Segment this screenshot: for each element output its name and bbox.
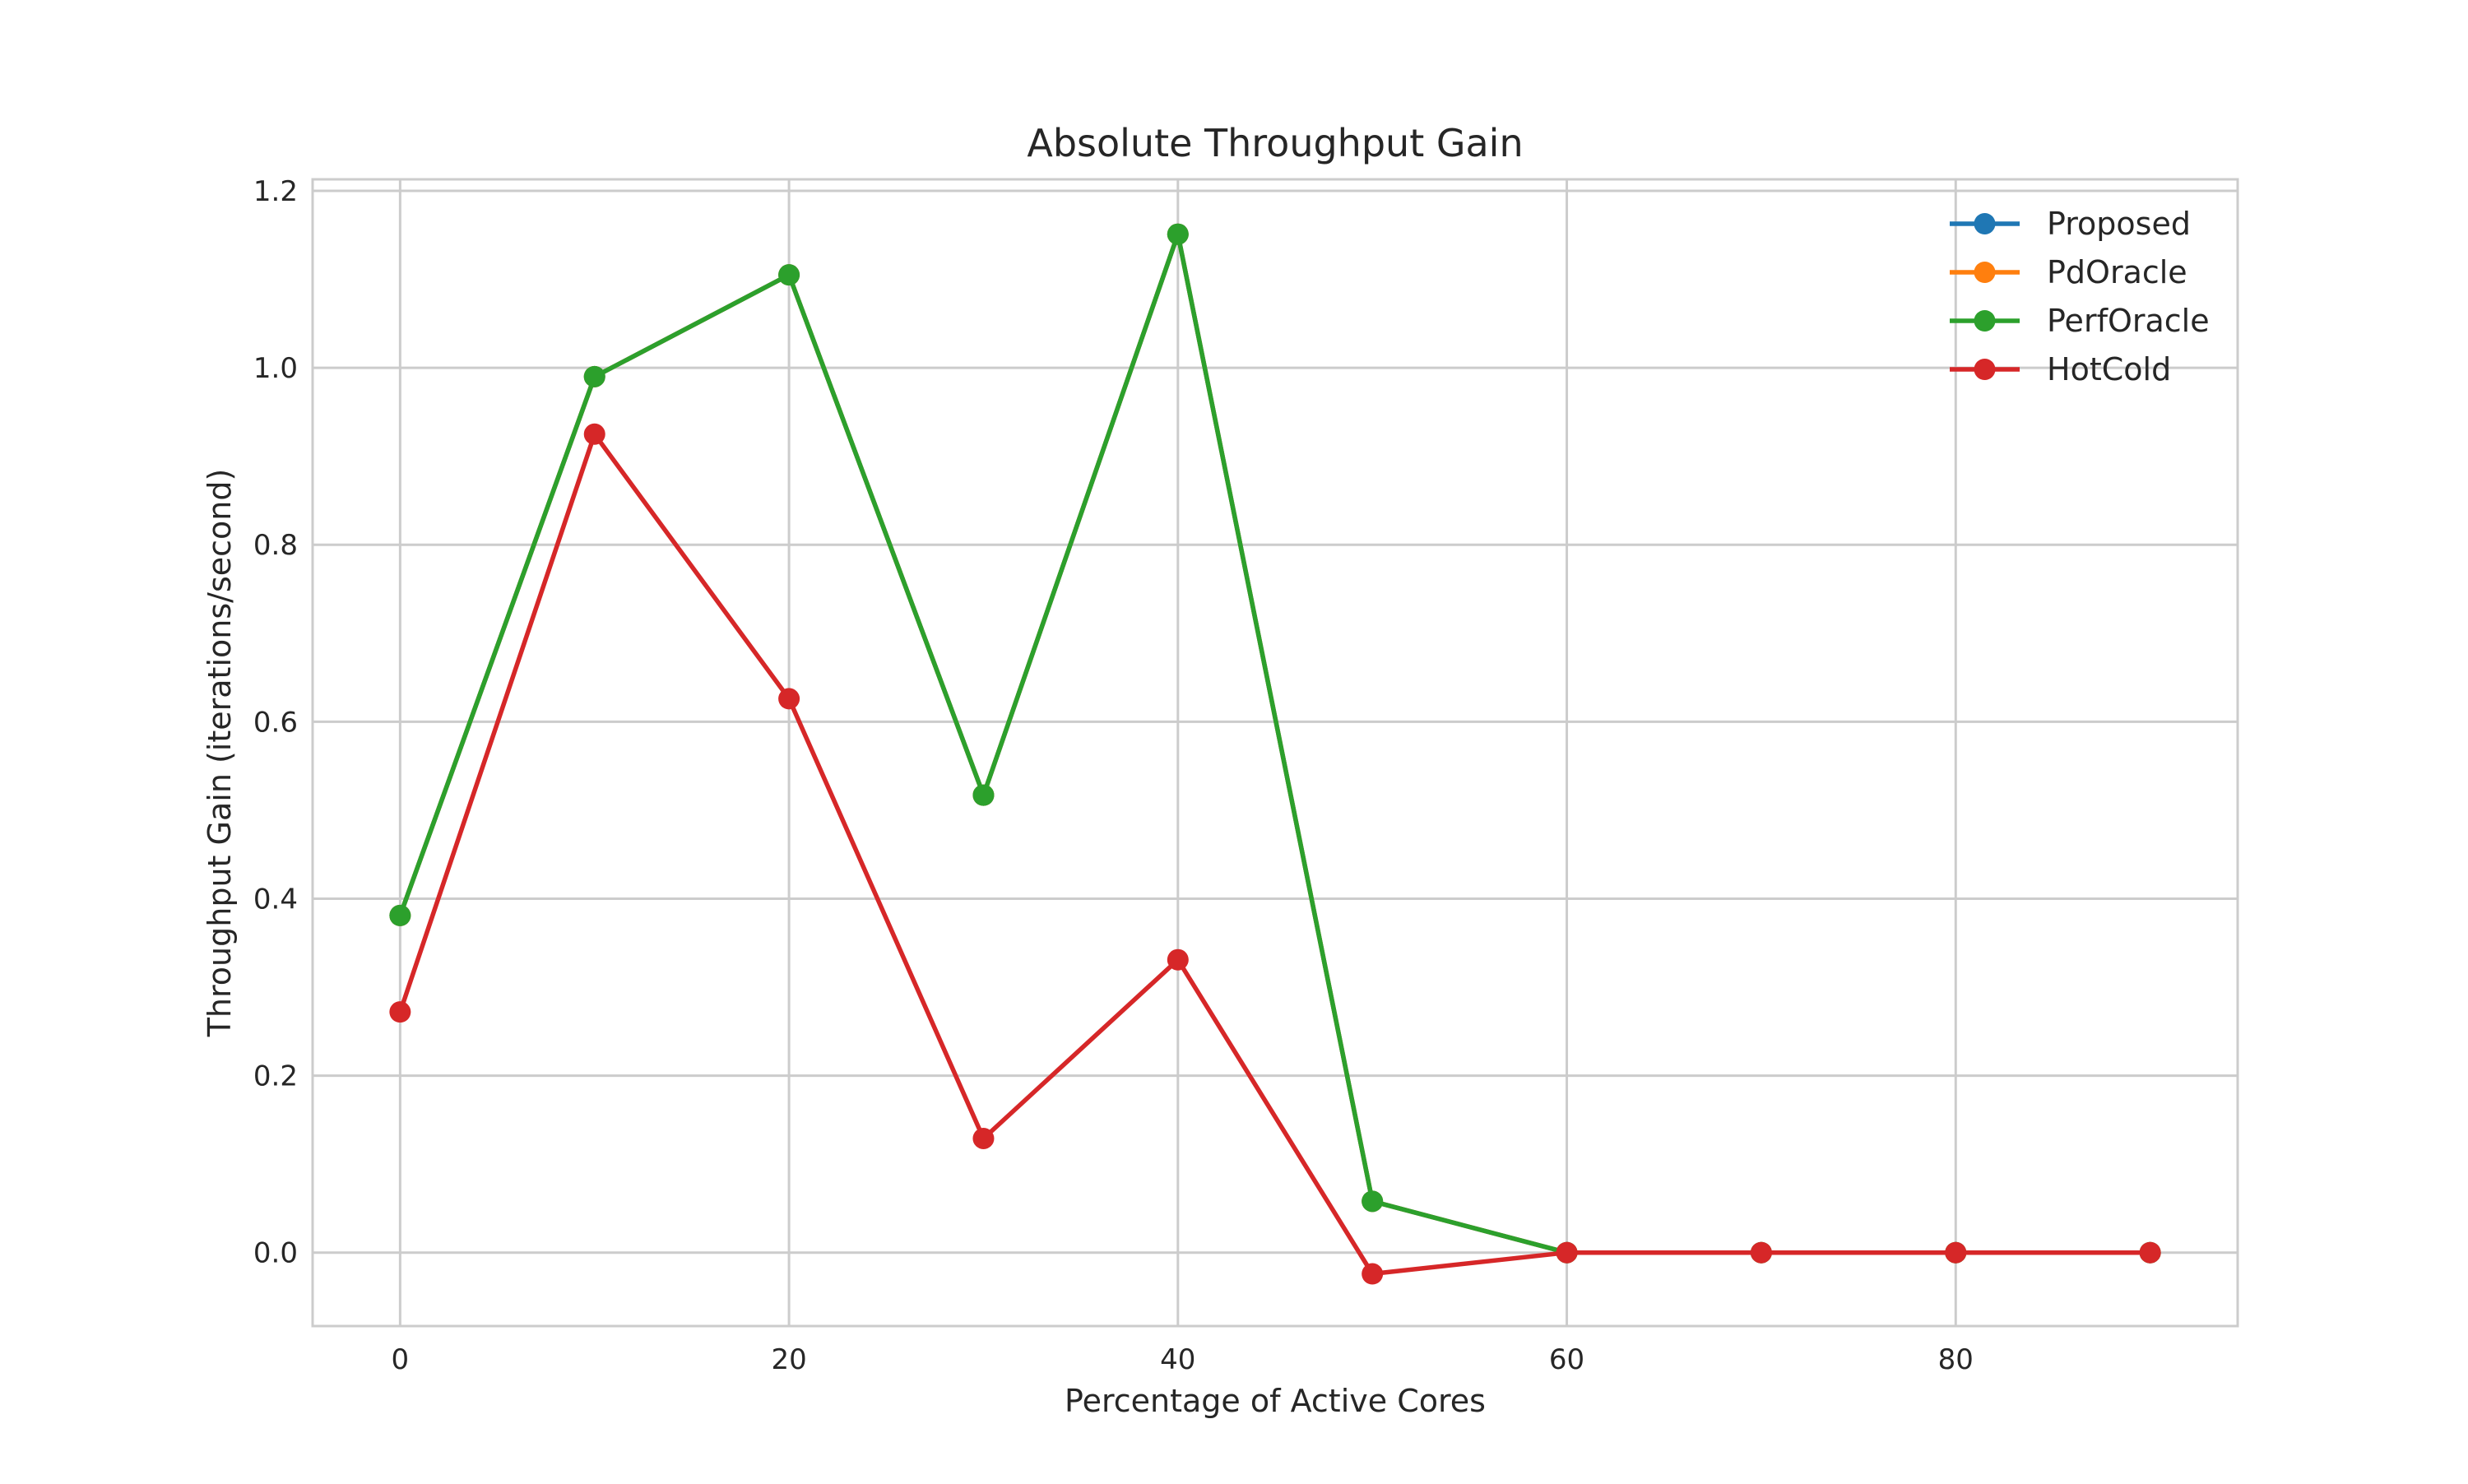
y-tick-label: 1.0 (253, 352, 298, 385)
data-point (972, 1127, 995, 1149)
data-point (2139, 1241, 2161, 1264)
y-axis-ticks: 0.0 0.2 0.4 0.6 0.8 1.0 1.2 (253, 175, 298, 1270)
x-tick-label: 60 (1549, 1343, 1584, 1376)
data-point (1167, 223, 1189, 245)
data-point (583, 423, 605, 445)
data-point (1945, 1241, 1967, 1264)
x-tick-label: 20 (771, 1343, 806, 1376)
legend-label: HotCold (2047, 351, 2171, 387)
y-axis-label: Throughput Gain (iterations/second) (202, 469, 238, 1038)
legend: Proposed PdOracle PerfOracle HotCold (1950, 206, 2210, 387)
series-line (397, 432, 2150, 1277)
grid (313, 179, 2238, 1326)
legend-item-hotcold: HotCold (1950, 351, 2171, 387)
y-tick-label: 0.4 (253, 883, 298, 916)
data-point (972, 784, 995, 806)
x-axis-label: Percentage of Active Cores (1065, 1383, 1486, 1419)
y-tick-label: 0.2 (253, 1060, 298, 1093)
data-point (583, 365, 605, 387)
data-point (1362, 1263, 1384, 1285)
data-point (778, 688, 800, 710)
x-axis-ticks: 0 20 40 60 80 (392, 1343, 1974, 1376)
legend-item-proposed: Proposed (1950, 206, 2191, 242)
data-point (389, 1001, 411, 1023)
series-hotcold (389, 423, 2161, 1285)
plot-area-frame (311, 178, 2239, 1328)
y-tick-label: 1.2 (253, 175, 298, 208)
data-point (1750, 1241, 1772, 1264)
data-point (1167, 948, 1189, 971)
chart-title: Absolute Throughput Gain (1027, 121, 1523, 165)
x-tick-label: 40 (1160, 1343, 1195, 1376)
series (389, 223, 2161, 1285)
legend-marker (1974, 359, 1996, 380)
legend-marker (1974, 310, 1996, 332)
data-point (389, 904, 411, 926)
legend-item-pdoracle: PdOracle (1950, 254, 2187, 290)
data-point (1362, 1190, 1384, 1213)
legend-label: Proposed (2047, 206, 2191, 242)
legend-marker (1974, 213, 1996, 234)
legend-marker (1974, 262, 1996, 283)
x-tick-label: 80 (1938, 1343, 1974, 1376)
data-point (778, 264, 800, 286)
legend-item-perforacle: PerfOracle (1950, 303, 2210, 339)
y-tick-label: 0.6 (253, 706, 298, 739)
data-point (1556, 1241, 1578, 1264)
x-tick-label: 0 (392, 1343, 410, 1376)
legend-label: PdOracle (2047, 254, 2187, 290)
y-tick-label: 0.0 (253, 1237, 298, 1270)
y-tick-label: 0.8 (253, 529, 298, 562)
legend-label: PerfOracle (2047, 303, 2210, 339)
